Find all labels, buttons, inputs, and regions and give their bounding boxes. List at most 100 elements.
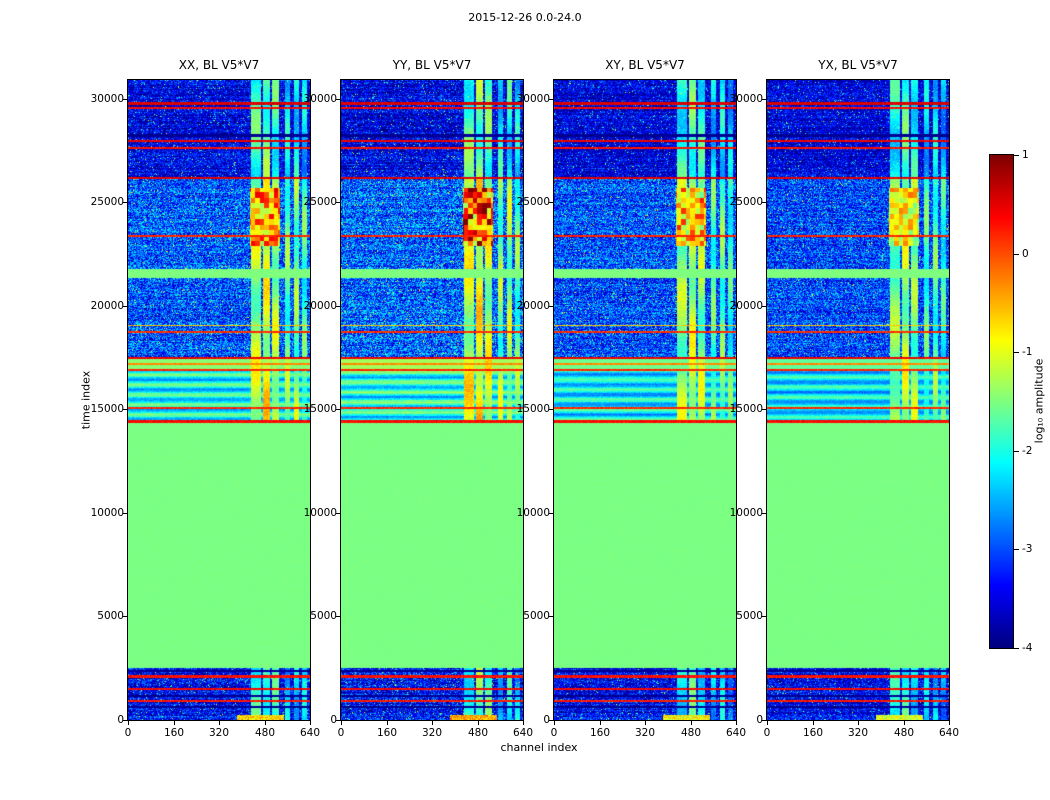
y-tick-label: 30000 (516, 93, 550, 105)
y-tick-label: 10000 (303, 507, 337, 519)
x-tick (736, 721, 737, 725)
y-tick (123, 720, 127, 721)
subplot-title: YX, BL V5*V7 (818, 58, 898, 72)
colorbar-label: log₁₀ amplitude (1032, 358, 1046, 444)
x-tick-label: 320 (421, 727, 443, 739)
x-tick (432, 721, 433, 725)
y-tick (336, 306, 340, 307)
y-tick-label: 10000 (729, 507, 763, 519)
y-tick (336, 720, 340, 721)
y-tick (762, 720, 766, 721)
x-tick (813, 721, 814, 725)
heatmap-yx (766, 79, 950, 721)
y-tick-label: 0 (330, 714, 337, 726)
y-tick (123, 306, 127, 307)
x-tick (478, 721, 479, 725)
y-tick-label: 0 (117, 714, 124, 726)
y-tick (549, 202, 553, 203)
y-tick-label: 15000 (729, 403, 763, 415)
y-tick-label: 5000 (310, 610, 337, 622)
colorbar-tick-label: -1 (1022, 346, 1033, 358)
y-tick-label: 20000 (729, 300, 763, 312)
x-tick-label: 320 (208, 727, 230, 739)
x-tick-label: 160 (589, 727, 611, 739)
x-tick (949, 721, 950, 725)
x-tick-label: 640 (725, 727, 747, 739)
x-tick (600, 721, 601, 725)
x-tick-label: 160 (163, 727, 185, 739)
colorbar-tick (1014, 155, 1019, 156)
x-tick (904, 721, 905, 725)
x-tick-label: 160 (802, 727, 824, 739)
x-tick (523, 721, 524, 725)
y-tick (549, 513, 553, 514)
x-tick (341, 721, 342, 725)
y-tick-label: 5000 (97, 610, 124, 622)
x-tick-label: 320 (634, 727, 656, 739)
x-tick (265, 721, 266, 725)
x-tick-label: 640 (938, 727, 960, 739)
y-tick-label: 20000 (303, 300, 337, 312)
x-tick (858, 721, 859, 725)
x-tick (219, 721, 220, 725)
y-tick-label: 20000 (516, 300, 550, 312)
heatmap-yy (340, 79, 524, 721)
y-tick-label: 20000 (90, 300, 124, 312)
y-axis-label: time index (79, 370, 93, 430)
y-tick (549, 616, 553, 617)
figure-title: 2015-12-26 0.0-24.0 (468, 11, 582, 24)
x-tick (645, 721, 646, 725)
x-tick (310, 721, 311, 725)
y-tick (336, 616, 340, 617)
x-tick-label: 640 (299, 727, 321, 739)
colorbar-tick (1014, 549, 1019, 550)
y-tick (336, 409, 340, 410)
x-tick (128, 721, 129, 725)
y-tick-label: 25000 (303, 196, 337, 208)
x-tick-label: 480 (254, 727, 276, 739)
y-tick (549, 306, 553, 307)
colorbar-tick-label: -4 (1022, 642, 1033, 654)
colorbar-tick (1014, 254, 1019, 255)
x-tick (387, 721, 388, 725)
x-tick-label: 0 (337, 727, 345, 739)
y-tick (123, 616, 127, 617)
y-tick-label: 30000 (729, 93, 763, 105)
colorbar-tick-label: 0 (1022, 248, 1029, 260)
y-tick (762, 306, 766, 307)
x-tick-label: 0 (550, 727, 558, 739)
x-tick-label: 0 (124, 727, 132, 739)
y-tick-label: 0 (756, 714, 763, 726)
y-tick-label: 25000 (516, 196, 550, 208)
subplot-title: XX, BL V5*V7 (178, 58, 260, 72)
colorbar-tick-label: -3 (1022, 543, 1033, 555)
x-tick-label: 640 (512, 727, 534, 739)
y-tick (762, 99, 766, 100)
y-tick-label: 5000 (523, 610, 550, 622)
y-tick-label: 0 (543, 714, 550, 726)
x-tick-label: 0 (763, 727, 771, 739)
colorbar-tick (1014, 451, 1019, 452)
x-tick-label: 480 (893, 727, 915, 739)
colorbar-tick (1014, 648, 1019, 649)
heatmap-xx (127, 79, 311, 721)
colorbar-tick (1014, 352, 1019, 353)
y-tick-label: 25000 (90, 196, 124, 208)
y-tick-label: 30000 (303, 93, 337, 105)
y-tick-label: 15000 (516, 403, 550, 415)
y-tick (762, 513, 766, 514)
y-tick-label: 10000 (516, 507, 550, 519)
y-tick (549, 409, 553, 410)
y-tick-label: 25000 (729, 196, 763, 208)
y-tick (336, 202, 340, 203)
x-tick-label: 160 (376, 727, 398, 739)
y-tick (762, 202, 766, 203)
colorbar (989, 154, 1014, 649)
y-tick (762, 616, 766, 617)
x-tick-label: 480 (680, 727, 702, 739)
x-axis-label: channel index (500, 741, 578, 754)
colorbar-tick-label: 1 (1022, 149, 1029, 161)
x-tick-label: 320 (847, 727, 869, 739)
y-tick (336, 99, 340, 100)
